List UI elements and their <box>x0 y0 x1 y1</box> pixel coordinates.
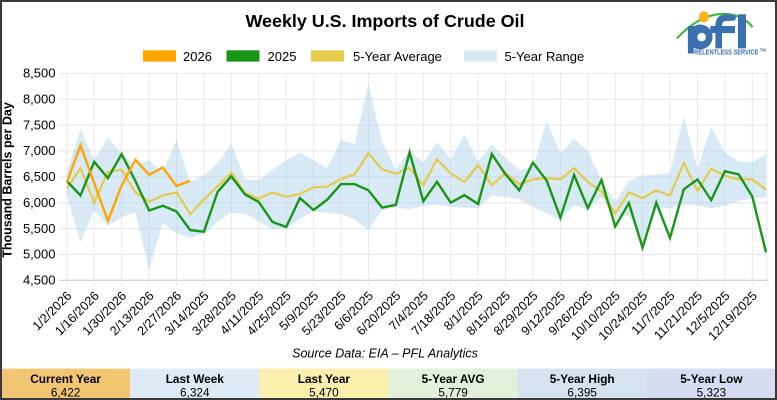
svg-text:Source Data: EIA – PFL Analyti: Source Data: EIA – PFL Analytics <box>292 347 478 361</box>
svg-text:8,500: 8,500 <box>23 66 56 81</box>
svg-text:5-Year Range: 5-Year Range <box>505 49 585 64</box>
svg-text:Last Week: Last Week <box>166 372 225 386</box>
svg-text:6,500: 6,500 <box>23 169 56 184</box>
svg-text:5,779: 5,779 <box>438 385 468 399</box>
svg-text:5-Year AVG: 5-Year AVG <box>422 372 485 386</box>
svg-text:5,500: 5,500 <box>23 221 56 236</box>
svg-text:7,000: 7,000 <box>23 143 56 158</box>
svg-text:2025: 2025 <box>268 49 297 64</box>
svg-text:5-Year High: 5-Year High <box>550 372 615 386</box>
svg-text:TM: TM <box>760 48 767 53</box>
svg-text:2026: 2026 <box>183 49 212 64</box>
svg-text:Current Year: Current Year <box>30 372 101 386</box>
svg-text:6,324: 6,324 <box>180 385 210 399</box>
svg-text:Last Year: Last Year <box>298 372 351 386</box>
svg-text:Weekly U.S. Imports of Crude O: Weekly U.S. Imports of Crude Oil <box>245 11 524 31</box>
svg-text:5,000: 5,000 <box>23 247 56 262</box>
svg-text:Thousand Barrels per Day: Thousand Barrels per Day <box>1 102 15 258</box>
svg-text:6,000: 6,000 <box>23 195 56 210</box>
svg-text:5-Year Low: 5-Year Low <box>680 372 743 386</box>
svg-text:5,323: 5,323 <box>697 385 727 399</box>
svg-text:5-Year Average: 5-Year Average <box>353 49 442 64</box>
svg-text:RELENTLESS SERVICE: RELENTLESS SERVICE <box>694 47 758 56</box>
svg-text:5,470: 5,470 <box>309 385 339 399</box>
svg-text:4,500: 4,500 <box>23 273 56 288</box>
svg-text:6,422: 6,422 <box>51 385 81 399</box>
svg-text:7,500: 7,500 <box>23 117 56 132</box>
svg-text:8,000: 8,000 <box>23 92 56 107</box>
svg-text:6,395: 6,395 <box>567 385 597 399</box>
